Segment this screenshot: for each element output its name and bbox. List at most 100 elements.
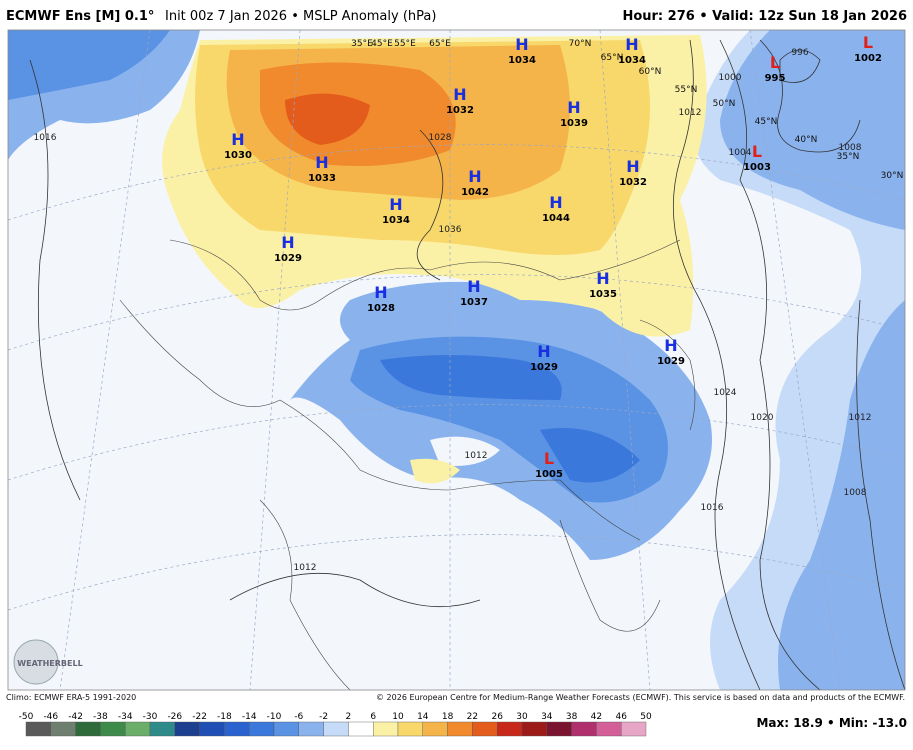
max-min: Max: 18.9 • Min: -13.0	[756, 716, 907, 730]
colorbar-bin	[248, 721, 275, 737]
colorbar-bin	[348, 721, 374, 737]
isobar-label: 1012	[294, 563, 317, 573]
colorbar-bin	[596, 721, 622, 737]
grid-label: 35°N	[837, 152, 860, 162]
isobar-label: 1012	[849, 413, 872, 423]
center-symbol: H	[389, 195, 402, 214]
isobar-label: 1028	[429, 133, 452, 143]
colorbar-bin	[149, 721, 175, 737]
center-symbol: H	[537, 342, 550, 361]
map: 35°E45°E 55°E 65°E 70°N 65°N 60°N 55°N 50°N 45°N…	[7, 29, 906, 691]
isobar-label: 996	[791, 48, 808, 58]
grid-label: 65°E	[429, 39, 451, 49]
center-pressure: 1042	[461, 187, 489, 198]
isobar-label: 1012	[465, 451, 488, 461]
colorbar-bin	[50, 721, 76, 737]
colorbar-bin	[621, 721, 647, 737]
grid-label: 40°N	[795, 135, 818, 145]
colorbar-bin	[124, 721, 151, 737]
grid-label: 60°N	[639, 67, 662, 77]
isobar-label: 1004	[729, 148, 752, 158]
anomaly-area	[430, 436, 500, 466]
isobar-labels: 1016 1000 996 1004 1008 1012 1024 1020 1016 1012 1…	[34, 48, 872, 573]
colorbar-tick-label: -18	[217, 712, 232, 722]
center-symbol: H	[549, 193, 562, 212]
climo-note: Climo: ECMWF ERA-5 1991-2020	[6, 693, 136, 702]
center-symbol: L	[770, 53, 780, 72]
isobar-label: 1016	[701, 503, 724, 513]
center-pressure: 1029	[274, 253, 302, 264]
colorbar-tick-label: 30	[516, 712, 528, 722]
borders	[119, 239, 696, 690]
grid-label: 55°N	[675, 85, 698, 95]
isobar-label: 1008	[839, 143, 862, 153]
isobar-label: 1020	[751, 413, 774, 423]
center-pressure: 1029	[657, 356, 685, 367]
graticule	[8, 30, 905, 690]
grid-label: 30°N	[881, 171, 904, 181]
colorbar-tick-label: 14	[417, 712, 429, 722]
grid-label: 50°N	[713, 99, 736, 109]
colorbar-tick-label: -14	[242, 712, 257, 722]
center-pressure: 1030	[224, 150, 252, 161]
center-symbol: H	[231, 130, 244, 149]
isobar-label: 1024	[714, 388, 737, 398]
valid-time: Hour: 276 • Valid: 12z Sun 18 Jan 2026	[622, 9, 907, 24]
colorbar-tick-label: 18	[442, 712, 454, 722]
colorbar: -50 -46 -42 -38 -34 -30 -26 -22 -18 -14 -10 -6 -2 2 6 1…	[19, 712, 652, 737]
colorbar-tick-label: 42	[591, 712, 602, 722]
center-symbol: H	[281, 233, 294, 252]
colorbar-tick-label: 46	[615, 712, 627, 722]
colorbar-tick-label: 10	[392, 712, 404, 722]
copyright: © 2026 European Centre for Medium-Range …	[376, 693, 905, 702]
colorbar-bin	[472, 721, 498, 737]
center-pressure: 1044	[542, 213, 570, 224]
logo: WEATHERBELL	[17, 659, 82, 668]
center-symbol: H	[626, 157, 639, 176]
center-pressure: 1034	[508, 55, 536, 66]
center-symbol: L	[752, 142, 762, 161]
header-bg	[0, 0, 913, 30]
center-pressure: 1003	[743, 162, 771, 173]
grid-label: 55°E	[394, 39, 416, 49]
colorbar-bin	[422, 721, 448, 737]
colorbar-bin	[571, 721, 597, 737]
center-pressure: 1037	[460, 297, 488, 308]
colorbar-tick-label: -10	[267, 712, 282, 722]
center-symbol: H	[515, 35, 528, 54]
anomaly-area	[380, 355, 562, 400]
center-symbol: L	[544, 449, 554, 468]
center-symbol: H	[374, 283, 387, 302]
colorbar-bin	[174, 721, 200, 737]
colorbar-bin	[323, 721, 349, 737]
isobar-label: 1000	[719, 73, 742, 83]
center-symbol: H	[664, 336, 677, 355]
colorbar-bin	[497, 721, 523, 737]
colorbar-tick-label: -6	[294, 712, 303, 722]
colorbar-tick-label: -46	[43, 712, 58, 722]
center-pressure: 995	[765, 73, 786, 84]
anomaly-area	[410, 458, 460, 484]
center-pressure: 1005	[535, 469, 563, 480]
colorbar-bin	[546, 721, 572, 737]
center-pressure: 1029	[530, 362, 558, 373]
colorbar-bin	[298, 721, 324, 737]
isobar-label: 1016	[34, 133, 57, 143]
anomaly-area	[285, 93, 370, 145]
colorbar-bin	[25, 721, 51, 737]
colorbar-bin	[447, 721, 473, 737]
center-pressure: 1002	[854, 53, 882, 64]
colorbar-bin	[224, 721, 250, 737]
grid-label: 70°N	[569, 39, 592, 49]
center-symbol: H	[625, 35, 638, 54]
center-symbol: H	[567, 98, 580, 117]
colorbar-tick-label: -34	[118, 712, 133, 722]
center-symbol: H	[468, 167, 481, 186]
colorbar-tick-label: 34	[541, 712, 553, 722]
colorbar-tick-label: 38	[566, 712, 578, 722]
center-pressure: 1034	[618, 55, 646, 66]
colorbar-bin	[521, 721, 547, 737]
logo-badge	[13, 639, 59, 685]
colorbar-tick-label: -30	[143, 712, 158, 722]
